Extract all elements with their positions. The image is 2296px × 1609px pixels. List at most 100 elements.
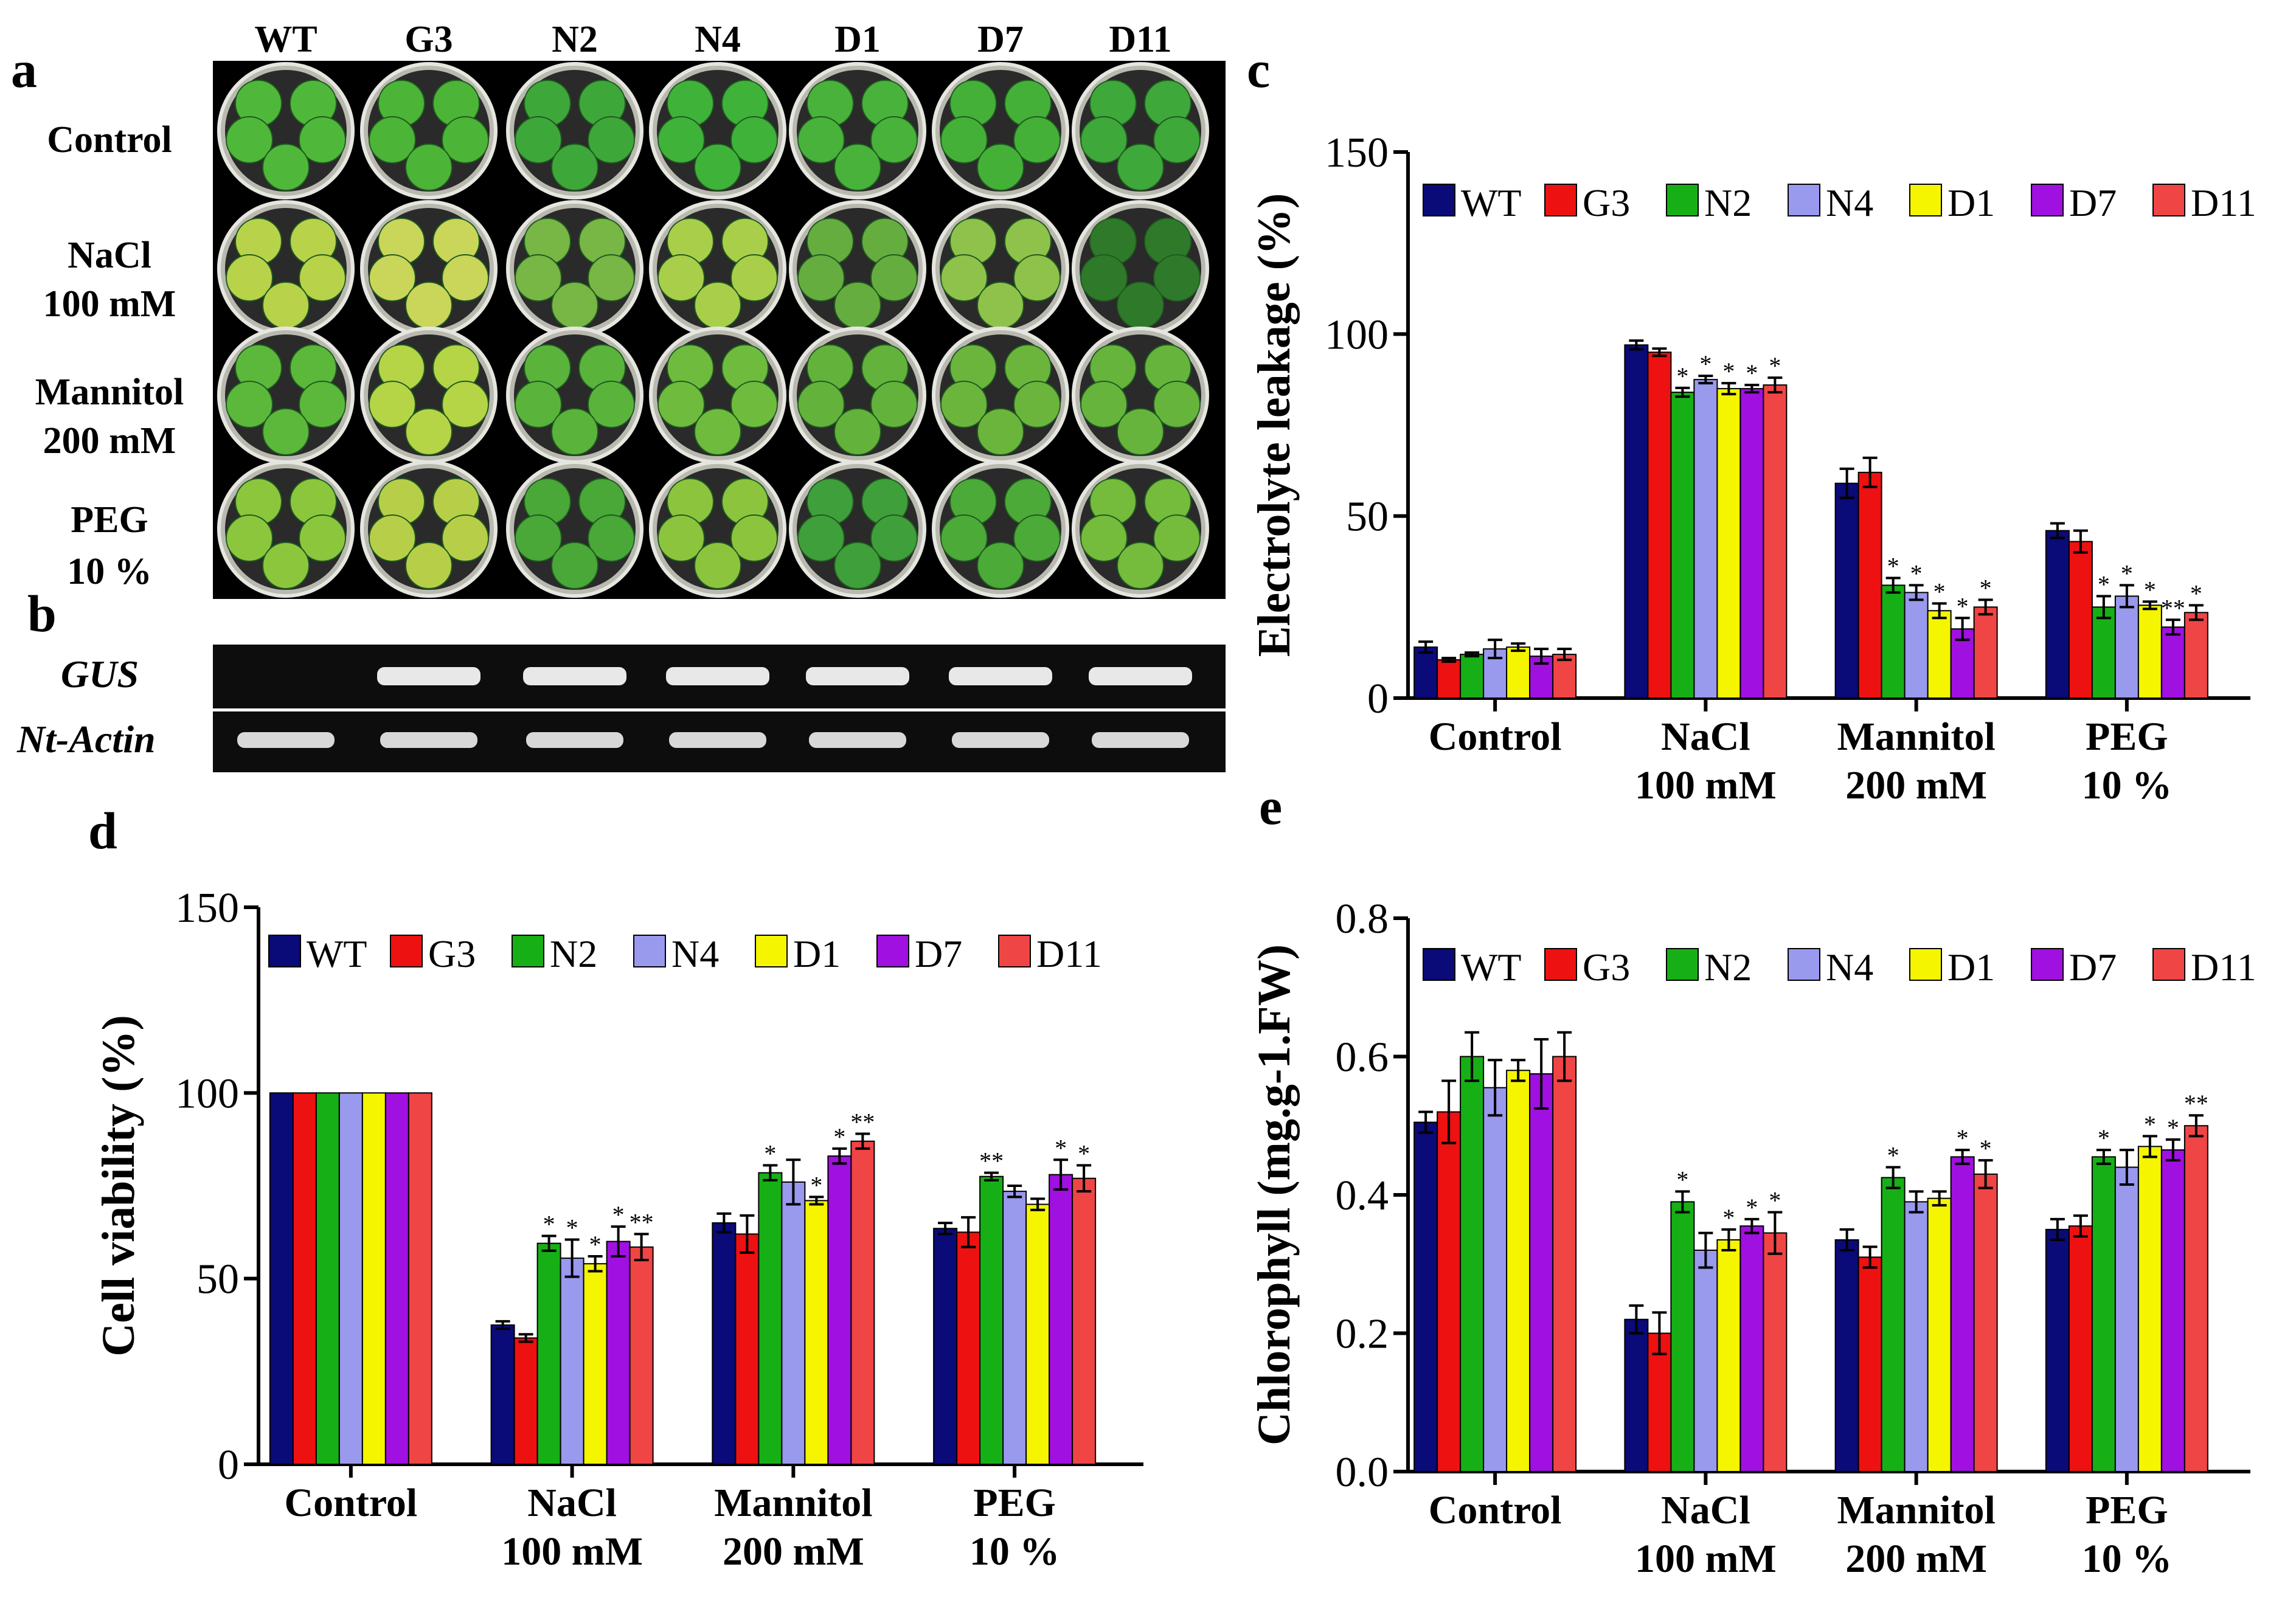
legend-label: N2 bbox=[1704, 946, 1752, 989]
leaf-disc bbox=[657, 514, 705, 562]
panel-label-d: d bbox=[88, 801, 117, 860]
significance-mark: * bbox=[1722, 1204, 1735, 1231]
petri-dish bbox=[649, 62, 786, 199]
bar-d11 bbox=[1973, 606, 1998, 699]
bar-d1 bbox=[2137, 604, 2162, 699]
leaf-disc bbox=[657, 381, 705, 428]
actin-band bbox=[380, 732, 477, 748]
y-tick-label: 0.2 bbox=[1336, 1311, 1389, 1358]
bar-n4 bbox=[2114, 595, 2139, 699]
legend-swatch bbox=[2152, 184, 2185, 216]
bar-wt bbox=[1413, 1121, 1438, 1472]
row-label: PEG bbox=[71, 499, 148, 541]
bar-n4 bbox=[1904, 592, 1929, 699]
y-axis-label: Cell viability (%) bbox=[93, 1015, 144, 1357]
leaf-disc bbox=[262, 542, 310, 589]
legend-swatch bbox=[2031, 184, 2064, 216]
row-label: 200 mM bbox=[43, 420, 176, 462]
bar-n4 bbox=[1904, 1201, 1929, 1472]
gus-band bbox=[949, 667, 1052, 685]
significance-mark: * bbox=[1887, 552, 1899, 580]
bar-n2 bbox=[1881, 1177, 1906, 1472]
bar-wt bbox=[2045, 1228, 2070, 1472]
petri-dish bbox=[789, 200, 926, 337]
legend-swatch bbox=[876, 935, 909, 967]
significance-mark: * bbox=[1699, 350, 1712, 378]
bar-n4 bbox=[1693, 379, 1718, 699]
leaf-disc bbox=[940, 381, 988, 428]
bar-g3 bbox=[1437, 659, 1462, 699]
row-label: 100 mM bbox=[43, 283, 176, 325]
leaf-disc bbox=[369, 514, 416, 562]
leaf-disc bbox=[940, 514, 988, 562]
leaf-disc bbox=[1153, 254, 1201, 302]
legend-label: N4 bbox=[1826, 181, 1873, 224]
legend-swatch bbox=[390, 935, 423, 967]
leaf-disc bbox=[226, 514, 273, 562]
significance-mark: * bbox=[1957, 1124, 1969, 1152]
legend-swatch bbox=[998, 935, 1031, 967]
legend-swatch bbox=[512, 935, 544, 967]
x-tick-label: Control bbox=[284, 1481, 417, 1525]
legend-swatch bbox=[1423, 184, 1455, 216]
legend-label: G3 bbox=[428, 932, 476, 975]
legend-label: D11 bbox=[2191, 946, 2256, 989]
bar-d1 bbox=[1927, 1197, 1952, 1472]
leaf-disc bbox=[834, 408, 881, 455]
significance-mark: * bbox=[2190, 580, 2202, 607]
legend-label: N2 bbox=[1704, 181, 1752, 224]
petri-dish bbox=[360, 200, 498, 337]
legend-swatch bbox=[1788, 184, 1820, 216]
legend-label: D1 bbox=[1947, 181, 1995, 224]
bar-d11 bbox=[2183, 1125, 2208, 1472]
x-tick-label: 200 mM bbox=[723, 1529, 864, 1574]
column-label: D1 bbox=[834, 19, 881, 60]
bar-d11 bbox=[1763, 384, 1788, 699]
bar-n2 bbox=[979, 1175, 1004, 1465]
legend-label: D1 bbox=[793, 932, 841, 975]
leaf-disc bbox=[515, 116, 562, 164]
legend-label: D7 bbox=[2069, 946, 2117, 989]
leaf-disc bbox=[870, 116, 918, 164]
petri-dish bbox=[360, 62, 498, 199]
leaf-disc bbox=[1080, 254, 1128, 302]
legend-label: D7 bbox=[2069, 181, 2117, 224]
leaf-disc bbox=[797, 514, 845, 562]
bar-wt bbox=[1624, 1318, 1649, 1472]
legend-swatch bbox=[1544, 948, 1577, 981]
leaf-disc bbox=[730, 381, 778, 428]
column-label: G3 bbox=[404, 19, 453, 60]
bar-d7 bbox=[1739, 388, 1764, 699]
leaf-disc bbox=[797, 381, 845, 428]
significance-mark: * bbox=[2167, 1114, 2179, 1141]
leaf-disc bbox=[551, 408, 598, 455]
row-label: Control bbox=[47, 119, 172, 161]
significance-mark: * bbox=[1769, 352, 1781, 379]
significance-mark: * bbox=[1980, 1135, 1992, 1162]
significance-mark: * bbox=[1934, 578, 1946, 605]
actin-band bbox=[809, 732, 906, 748]
significance-mark: * bbox=[612, 1201, 625, 1228]
significance-mark: * bbox=[1078, 1140, 1090, 1167]
gus-band bbox=[1089, 667, 1192, 685]
x-tick-label: Control bbox=[1429, 715, 1562, 759]
x-tick-label: 10 % bbox=[2082, 1537, 2173, 1581]
leaf-disc bbox=[369, 381, 416, 428]
bar-d7 bbox=[2160, 1149, 2185, 1472]
significance-mark: * bbox=[543, 1210, 555, 1237]
leaf-disc bbox=[442, 254, 489, 302]
bar-d7 bbox=[1049, 1174, 1073, 1465]
legend-label: N4 bbox=[1826, 946, 1873, 989]
significance-mark: * bbox=[2144, 576, 2156, 603]
legend-swatch bbox=[755, 935, 788, 967]
bar-d11 bbox=[850, 1140, 875, 1465]
petri-dish bbox=[932, 200, 1069, 337]
bar-n2 bbox=[1881, 584, 1906, 699]
leaf-disc bbox=[1153, 116, 1201, 164]
bar-g3 bbox=[1857, 1256, 1882, 1472]
bar-d7 bbox=[1529, 1073, 1554, 1472]
bar-d7 bbox=[384, 1092, 409, 1465]
petri-dish bbox=[649, 200, 786, 337]
leaf-disc bbox=[1153, 514, 1201, 562]
significance-mark: * bbox=[2121, 559, 2133, 587]
